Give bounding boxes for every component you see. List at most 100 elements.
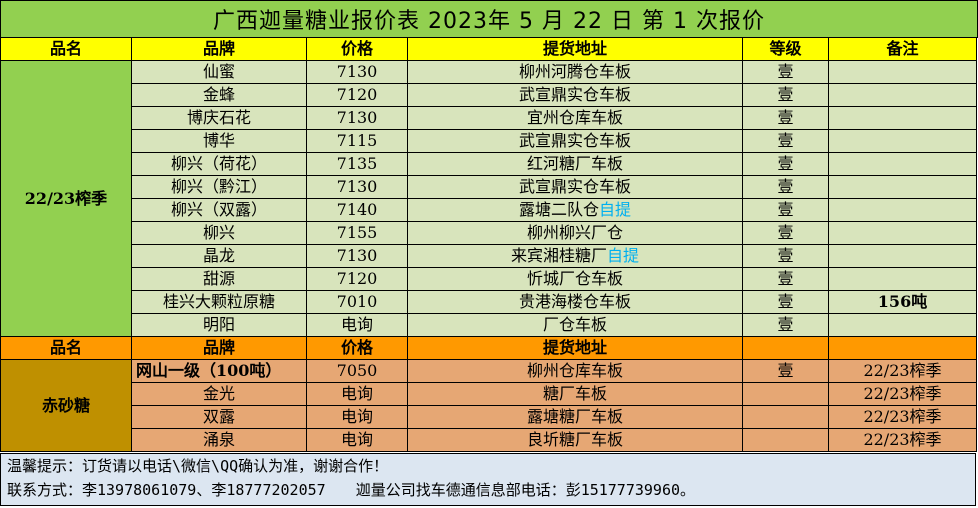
price-cell: 电询 <box>306 382 408 406</box>
header-brand: 品牌 <box>131 37 307 61</box>
price-cell: 7130 <box>306 244 408 268</box>
table-row: 柳兴 7155 柳州柳兴厂仓 壹 <box>1 221 977 245</box>
location-text: 贵港海楼仓车板 <box>518 292 631 311</box>
brand-cell: 仙蜜 <box>131 60 307 84</box>
location-cell: 来宾湘桂糖厂自提 <box>407 244 743 268</box>
grade-cell <box>742 428 829 452</box>
header2-price: 价格 <box>306 336 408 360</box>
price-cell: 7130 <box>306 60 408 84</box>
price-cell: 电询 <box>306 428 408 452</box>
location-text: 露塘糖厂车板 <box>526 407 623 426</box>
note-cell <box>828 198 977 222</box>
price-cell: 7130 <box>306 175 408 199</box>
grade-cell: 壹 <box>742 313 829 337</box>
header-product: 品名 <box>0 37 132 61</box>
brand-cell: 金光 <box>131 382 307 406</box>
location-text: 红河糖厂车板 <box>526 154 623 173</box>
price-cell: 7120 <box>306 83 408 107</box>
grade-cell: 壹 <box>742 267 829 291</box>
location-cell: 武宣鼎实仓车板 <box>407 175 743 199</box>
header-note: 备注 <box>828 37 977 61</box>
location-text: 糖厂车板 <box>542 384 607 403</box>
brand-cell: 柳兴（黔江） <box>131 175 307 199</box>
price-cell: 7135 <box>306 152 408 176</box>
footer-contacts: 联系方式：李13978061079、李18777202057 迦量公司找车德通信息… <box>7 478 975 502</box>
grade-cell: 壹 <box>742 152 829 176</box>
price-table: 品名 品牌 价格 提货地址 等级 备注 22/23榨季 仙蜜 7130 柳州河腾仓车板… <box>0 37 977 452</box>
brand-cell: 博华 <box>131 129 307 153</box>
price-cell: 电询 <box>306 405 408 429</box>
page-title: 广西迦量糖业报价表 2023年 5 月 22 日 第 1 次报价 <box>0 0 978 38</box>
location-text: 来宾湘桂糖厂 <box>510 246 607 265</box>
location-cell: 柳州柳兴厂仓 <box>407 221 743 245</box>
location-cell: 柳州河腾仓车板 <box>407 60 743 84</box>
brand-cell: 涌泉 <box>131 428 307 452</box>
location-text: 良圻糖厂车板 <box>526 430 623 449</box>
header2-note <box>828 336 977 360</box>
category-label: 22/23榨季 <box>0 60 132 337</box>
grade-cell: 壹 <box>742 106 829 130</box>
note-cell <box>828 106 977 130</box>
table-row: 金光 电询 糖厂车板 22/23榨季 <box>1 382 977 406</box>
contact-phones: 联系方式：李13978061079、李18777202057 <box>7 481 326 499</box>
table-row: 双露 电询 露塘糖厂车板 22/23榨季 <box>1 405 977 429</box>
table-row: 明阳 电询 厂仓车板 壹 <box>1 313 977 337</box>
location-text: 武宣鼎实仓车板 <box>518 85 631 104</box>
grade-cell: 壹 <box>742 175 829 199</box>
grade-cell: 壹 <box>742 290 829 314</box>
brand-cell: 柳兴（双露） <box>131 198 307 222</box>
brand-cell: 甜源 <box>131 267 307 291</box>
brand-cell: 博庆石花 <box>131 106 307 130</box>
brand-cell: 柳兴 <box>131 221 307 245</box>
grade-cell <box>742 382 829 406</box>
table-row: 桂兴大颗粒原糖 7010 贵港海楼仓车板 壹 156吨 <box>1 290 977 314</box>
pickup-tag: 自提 <box>599 200 632 219</box>
location-cell: 露塘二队仓自提 <box>407 198 743 222</box>
price-cell: 7140 <box>306 198 408 222</box>
note-cell <box>828 60 977 84</box>
brand-cell: 柳兴（荷花） <box>131 152 307 176</box>
location-cell: 武宣鼎实仓车板 <box>407 83 743 107</box>
location-cell: 糖厂车板 <box>407 382 743 406</box>
price-cell: 7120 <box>306 267 408 291</box>
grade-cell: 壹 <box>742 221 829 245</box>
price-cell: 7130 <box>306 106 408 130</box>
table-row: 博庆石花 7130 宜州仓库车板 壹 <box>1 106 977 130</box>
location-text: 柳州河腾仓车板 <box>518 62 631 81</box>
note-cell <box>828 175 977 199</box>
location-text: 宜州仓库车板 <box>526 108 623 127</box>
brand-cell: 网山一级（100吨） <box>131 359 307 383</box>
brand-cell: 双露 <box>131 405 307 429</box>
logistics-phone: 迦量公司找车德通信息部电话：彭15177739960。 <box>355 481 696 499</box>
note-cell: 22/23榨季 <box>828 428 977 452</box>
location-cell: 柳州仓库车板 <box>407 359 743 383</box>
table-row: 22/23榨季 仙蜜 7130 柳州河腾仓车板壹 <box>0 60 977 337</box>
price-cell: 7050 <box>306 359 408 383</box>
grade-cell: 壹 <box>742 244 829 268</box>
header2-grade <box>742 336 829 360</box>
price-cell: 7115 <box>306 129 408 153</box>
note-cell <box>828 83 977 107</box>
table-row: 晶龙 7130 来宾湘桂糖厂自提壹 <box>1 244 977 268</box>
note-cell <box>828 244 977 268</box>
location-cell: 露塘糖厂车板 <box>407 405 743 429</box>
note-cell <box>828 313 977 337</box>
note-cell <box>828 221 977 245</box>
location-cell: 宜州仓库车板 <box>407 106 743 130</box>
brand-cell: 晶龙 <box>131 244 307 268</box>
header-grade: 等级 <box>742 37 829 61</box>
note-cell: 22/23榨季 <box>828 382 977 406</box>
note-cell <box>828 152 977 176</box>
location-text: 露塘二队仓 <box>518 200 599 219</box>
grade-cell: 壹 <box>742 60 829 84</box>
location-text: 柳州仓库车板 <box>526 361 623 380</box>
location-cell: 武宣鼎实仓车板 <box>407 129 743 153</box>
location-cell: 厂仓车板 <box>407 313 743 337</box>
price-cell: 7155 <box>306 221 408 245</box>
grade-cell: 壹 <box>742 83 829 107</box>
note-cell <box>828 129 977 153</box>
table-row: 柳兴（双露） 7140 露塘二队仓自提壹 <box>1 198 977 222</box>
table-row: 涌泉 电询 良圻糖厂车板 22/23榨季 <box>1 428 977 452</box>
table-row: 博华 7115 武宣鼎实仓车板 壹 <box>1 129 977 153</box>
